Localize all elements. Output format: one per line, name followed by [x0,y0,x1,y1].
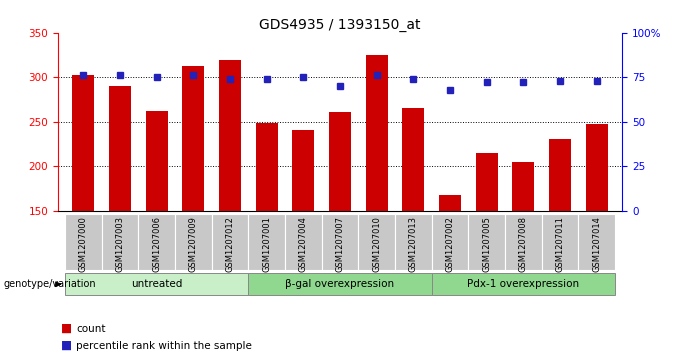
Text: GSM1207006: GSM1207006 [152,216,161,272]
Bar [512,162,534,211]
Text: GSM1207000: GSM1207000 [79,216,88,272]
Bar [219,60,241,211]
Bar [366,55,388,211]
Bar [182,66,205,211]
Bar [248,273,432,295]
Bar [329,112,351,211]
Text: GSM1207002: GSM1207002 [445,216,454,272]
Text: GSM1207010: GSM1207010 [372,216,381,272]
Bar [432,273,615,295]
Bar [292,131,314,211]
Bar [256,123,277,211]
Text: Pdx-1 overexpression: Pdx-1 overexpression [467,279,579,289]
Bar [139,214,175,270]
Bar [432,214,469,270]
Bar [358,214,395,270]
Text: GSM1207012: GSM1207012 [226,216,235,272]
Bar [439,195,461,211]
Text: GSM1207003: GSM1207003 [116,216,124,272]
Text: GSM1207008: GSM1207008 [519,216,528,272]
Bar [475,153,498,211]
Bar [248,214,285,270]
Bar [403,108,424,211]
Text: ■: ■ [61,322,72,335]
Text: GSM1207005: GSM1207005 [482,216,491,272]
Bar [322,214,358,270]
Text: genotype/variation: genotype/variation [3,279,96,289]
Bar [395,214,432,270]
Bar [211,214,248,270]
Bar [146,111,168,211]
Bar [65,214,102,270]
Bar [541,214,578,270]
Bar [578,214,615,270]
Bar [285,214,322,270]
Text: GSM1207001: GSM1207001 [262,216,271,272]
Bar [102,214,139,270]
Text: β-gal overexpression: β-gal overexpression [286,279,394,289]
Text: GSM1207007: GSM1207007 [335,216,345,272]
Bar [65,273,248,295]
Bar [505,214,541,270]
Bar [73,76,95,211]
Text: GSM1207009: GSM1207009 [189,216,198,272]
Bar [109,86,131,211]
Text: ■: ■ [61,339,72,352]
Title: GDS4935 / 1393150_at: GDS4935 / 1393150_at [259,18,421,32]
Bar [175,214,211,270]
Bar [585,124,607,211]
Bar [469,214,505,270]
Text: GSM1207004: GSM1207004 [299,216,308,272]
Text: GSM1207011: GSM1207011 [556,216,564,272]
Text: GSM1207013: GSM1207013 [409,216,418,272]
Text: percentile rank within the sample: percentile rank within the sample [76,340,252,351]
Text: count: count [76,323,105,334]
Bar [549,139,571,211]
Text: untreated: untreated [131,279,182,289]
Text: GSM1207014: GSM1207014 [592,216,601,272]
